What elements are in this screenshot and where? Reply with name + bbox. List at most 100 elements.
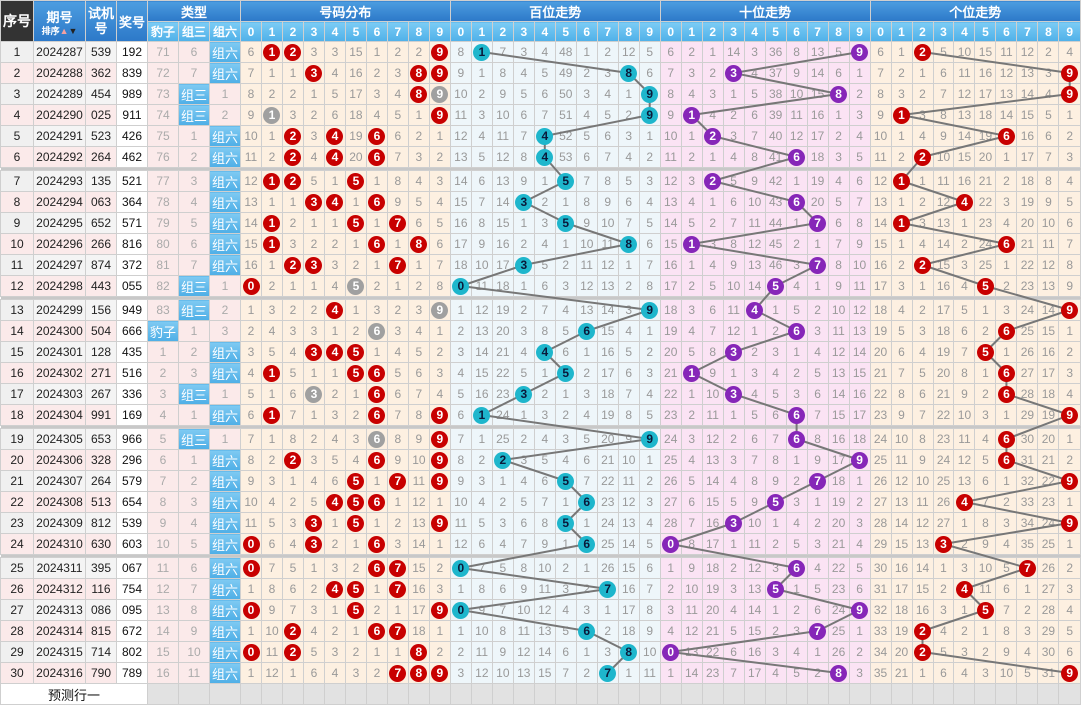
sort-button[interactable]: 排序▲▼ xyxy=(35,26,85,36)
prediction-cell[interactable] xyxy=(240,683,262,705)
prediction-cell[interactable] xyxy=(302,683,325,705)
dist-miss: 3 xyxy=(323,41,346,63)
units-miss: 6 xyxy=(974,470,997,492)
units-miss: 20 xyxy=(869,341,892,363)
prediction-cell[interactable] xyxy=(638,683,661,705)
dist-miss: 8 xyxy=(386,428,409,450)
hundreds-cell: 4 xyxy=(533,341,556,363)
dist-miss: 14 xyxy=(240,212,262,234)
prediction-cell[interactable] xyxy=(932,683,955,705)
prediction-cell[interactable] xyxy=(806,683,829,705)
prediction-cell[interactable] xyxy=(974,683,997,705)
row-issue: 2024304 xyxy=(33,404,86,426)
dist-miss: 18 xyxy=(344,104,367,126)
hundreds-miss: 2 xyxy=(575,662,598,684)
hundreds-miss: 3 xyxy=(596,641,619,663)
hundreds-miss: 13 xyxy=(596,275,619,297)
table-row: 1 2024287 539 192 71 6 组六 6 1 2 3 3 15 1 2 2 9 8 1 7 3 4 48 1 2 1… xyxy=(0,41,1081,63)
prediction-cell[interactable] xyxy=(554,683,577,705)
prediction-cell[interactable] xyxy=(323,683,346,705)
prediction-cell[interactable] xyxy=(596,683,619,705)
prediction-cell[interactable] xyxy=(386,683,409,705)
units-miss: 27 xyxy=(932,512,955,534)
prediction-cell[interactable] xyxy=(701,683,724,705)
dist-cell: 2 xyxy=(281,641,304,663)
hundreds-miss: 2 xyxy=(512,233,535,255)
prediction-cell[interactable] xyxy=(617,683,640,705)
dist-miss: 3 xyxy=(302,125,325,147)
prediction-cell[interactable] xyxy=(1037,683,1060,705)
units-cell: 6 xyxy=(995,383,1018,405)
hundreds-miss: 4 xyxy=(617,320,640,342)
prediction-cell[interactable] xyxy=(491,683,514,705)
prediction-cell[interactable] xyxy=(869,683,892,705)
prediction-cell[interactable] xyxy=(680,683,703,705)
prediction-cell[interactable] xyxy=(449,683,472,705)
type-miss: 6 xyxy=(178,557,210,579)
prediction-cell[interactable] xyxy=(428,683,451,705)
units-cell: 9 xyxy=(1058,299,1081,321)
hundreds-miss: 3 xyxy=(449,662,472,684)
row-test-number: 790 xyxy=(85,662,117,684)
tens-miss: 16 xyxy=(701,512,724,534)
tens-miss: 5 xyxy=(785,299,808,321)
units-miss: 3 xyxy=(953,254,976,276)
hundreds-miss: 4 xyxy=(449,362,472,384)
units-miss: 6 xyxy=(932,662,955,684)
header-issue[interactable]: 期号 排序▲▼ xyxy=(33,0,86,42)
prediction-cell[interactable] xyxy=(281,683,304,705)
dist-cell: 4 xyxy=(323,491,346,513)
prediction-cell[interactable] xyxy=(890,683,913,705)
dist-miss: 1 xyxy=(302,275,325,297)
prediction-cell[interactable] xyxy=(659,683,682,705)
header-tens-digit-3: 3 xyxy=(722,21,745,42)
prediction-cell[interactable] xyxy=(953,683,976,705)
dist-miss: 1 xyxy=(281,62,304,84)
tens-miss: 1 xyxy=(806,275,829,297)
type-hit: 组六 xyxy=(208,578,242,600)
type-miss: 8 xyxy=(147,491,179,513)
table-row: 16 2024302 271 516 2 3 组六 4 1 5 1 1 5 6 5 6 3 4 15 22 5 1 5 2 17… xyxy=(0,362,1081,384)
prediction-cell[interactable] xyxy=(533,683,556,705)
dist-miss: 1 xyxy=(323,599,346,621)
dist-ball-7: 7 xyxy=(389,472,407,490)
prediction-cell[interactable] xyxy=(785,683,808,705)
prediction-cell[interactable] xyxy=(512,683,535,705)
prediction-cell[interactable] xyxy=(722,683,745,705)
tens-miss: 4 xyxy=(680,320,703,342)
tens-miss: 26 xyxy=(659,470,682,492)
tens-miss: 7 xyxy=(722,212,745,234)
hundreds-miss: 9 xyxy=(596,191,619,213)
dist-miss: 4 xyxy=(407,320,430,342)
dist-miss: 6 xyxy=(240,404,262,426)
prediction-cell[interactable] xyxy=(995,683,1018,705)
prediction-cell[interactable] xyxy=(575,683,598,705)
tens-cell: 2 xyxy=(701,170,724,192)
dist-miss: 5 xyxy=(386,104,409,126)
prediction-cell[interactable] xyxy=(178,683,210,705)
hundreds-miss: 9 xyxy=(617,428,640,450)
prediction-cell[interactable] xyxy=(743,683,766,705)
tens-cell: 6 xyxy=(785,320,808,342)
units-miss: 1 xyxy=(995,146,1018,168)
prediction-cell[interactable] xyxy=(261,683,283,705)
prediction-cell[interactable] xyxy=(407,683,430,705)
dist-miss: 9 xyxy=(261,599,283,621)
prediction-cell[interactable] xyxy=(344,683,367,705)
table-row: 11 2024297 874 372 81 7 组六 16 1 2 3 3 2 1 7 1 7 18 10 17 3 5 2… xyxy=(0,254,1081,276)
prediction-cell[interactable] xyxy=(208,683,242,705)
prediction-cell[interactable] xyxy=(827,683,850,705)
prediction-cell[interactable] xyxy=(848,683,871,705)
prediction-cell[interactable] xyxy=(365,683,388,705)
prediction-cell[interactable] xyxy=(1058,683,1081,705)
dist-miss: 1 xyxy=(365,341,388,363)
prediction-cell[interactable] xyxy=(911,683,934,705)
prediction-cell[interactable] xyxy=(470,683,493,705)
prediction-cell[interactable] xyxy=(1016,683,1039,705)
tens-miss: 4 xyxy=(848,533,871,555)
dist-miss: 1 xyxy=(240,662,262,684)
dist-miss: 15 xyxy=(344,41,367,63)
prediction-cell[interactable] xyxy=(147,683,179,705)
hundreds-miss: 11 xyxy=(470,275,493,297)
prediction-cell[interactable] xyxy=(764,683,787,705)
